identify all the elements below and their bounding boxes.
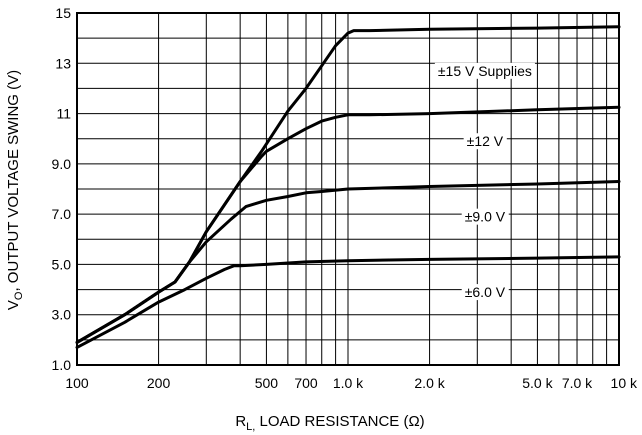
x-tick-label: 7.0 k	[562, 375, 593, 391]
y-tick-label: 15	[55, 5, 71, 21]
series-labels: ±15 V Supplies ±12 V ±9.0 V ±6.0 V	[434, 62, 535, 301]
y-tick-label: 11	[56, 106, 71, 122]
series-label-3: ±9.0 V	[465, 209, 506, 225]
plot-frame	[76, 12, 620, 366]
y-tick-label: 5.0	[52, 256, 72, 272]
x-tick-label: 1.0 k	[333, 375, 364, 391]
y-tick-label: 3.0	[52, 307, 72, 323]
x-tick-label: 100	[65, 375, 89, 391]
y-tick-label: 9.0	[52, 156, 72, 172]
series-line-3	[75, 180, 621, 344]
x-tick-labels: 100 200 500 700 1.0 k 2.0 k 5.0 k 7.0 k 10 k	[65, 375, 638, 391]
series-label-bg	[461, 208, 509, 225]
y-tick-label: 13	[55, 55, 71, 71]
x-tick-label: 10 k	[611, 375, 638, 391]
x-axis-label: RL, LOAD RESISTANCE (Ω)	[235, 413, 424, 433]
series-line-4	[75, 255, 621, 349]
series-label-bg	[461, 284, 509, 301]
y-tick-label: 1.0	[52, 357, 72, 373]
y-axis-label-rest: , OUTPUT VOLTAGE SWING (V)	[5, 70, 22, 292]
x-tick-label: 500	[255, 375, 279, 391]
series-label-bg	[434, 62, 535, 79]
y-axis-label-sub: O	[13, 291, 25, 300]
series-label-4: ±6.0 V	[465, 284, 506, 300]
x-tick-label: 700	[294, 375, 318, 391]
x-tick-label: 2.0 k	[414, 375, 445, 391]
series-label-1: ±15 V Supplies	[438, 63, 532, 79]
x-axis-label-main: R	[235, 413, 246, 430]
series-lines	[75, 25, 621, 349]
y-tick-labels: 1.0 3.0 5.0 7.0 9.0 11 13 15	[52, 5, 72, 373]
series-label-2: ±12 V	[467, 133, 504, 149]
y-axis-label-main: V	[5, 300, 22, 310]
series-label-bg	[463, 133, 507, 150]
y-axis-label: VO, OUTPUT VOLTAGE SWING (V)	[5, 70, 25, 310]
y-tick-label: 7.0	[52, 206, 72, 222]
x-axis-label-sub: L,	[246, 421, 255, 433]
x-axis-label-rest: LOAD RESISTANCE (Ω)	[255, 413, 424, 430]
x-tick-label: 5.0 k	[522, 375, 553, 391]
x-tick-label: 200	[147, 375, 171, 391]
